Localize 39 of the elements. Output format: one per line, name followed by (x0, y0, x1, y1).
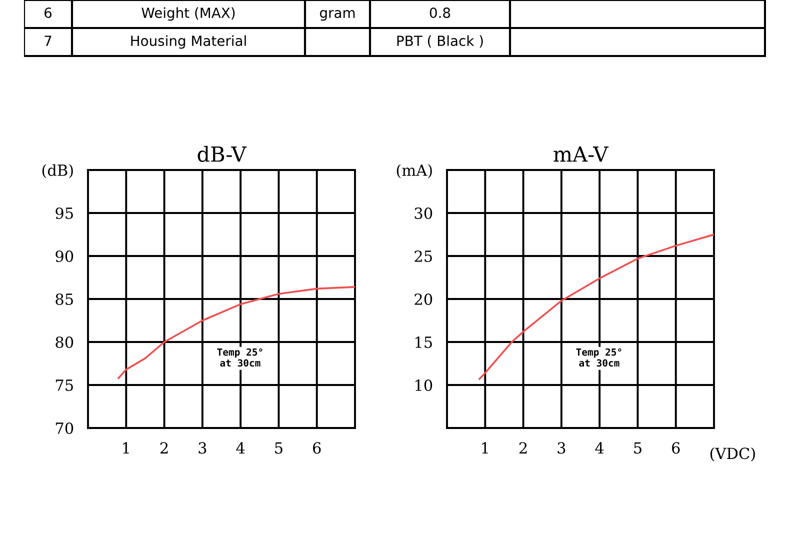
x-tick-label: 1 (482, 442, 488, 454)
y-tick-label: 20 (414, 293, 432, 306)
y-tick-label: 30 (414, 207, 432, 220)
text: 0.8 (430, 8, 450, 18)
x-tick-label: 2 (160, 442, 168, 454)
annotation: Temp 25° at 30cm (217, 348, 262, 367)
y-tick-label: 25 (414, 250, 432, 262)
y-tick-label: 75 (56, 380, 73, 392)
y-tick-label: 90 (56, 250, 74, 262)
y-tick-label: 80 (56, 336, 74, 348)
text: 6 (44, 8, 52, 18)
x-tick-label: 3 (558, 442, 566, 454)
x-tick-label: 6 (313, 442, 321, 454)
y-tick-label: (dB) (42, 164, 73, 178)
x-tick-label: 4 (595, 442, 604, 454)
y-tick-label: (mA) (396, 164, 432, 178)
x-tick-label: 5 (275, 442, 282, 454)
x-axis-title: (VDC) (710, 447, 755, 462)
text: Housing Material (131, 35, 246, 49)
y-tick-label: 70 (56, 422, 74, 434)
y-tick-label: 85 (56, 293, 73, 306)
text: 7 (44, 36, 52, 46)
x-tick-label: 2 (519, 442, 527, 454)
y-tick-label: 10 (416, 379, 432, 392)
y-tick-label: 95 (56, 207, 73, 220)
y-tick-label: 15 (416, 336, 432, 348)
text: Weight (MAX) (142, 7, 235, 21)
chart-title: dB-V (198, 146, 247, 162)
x-tick-label: 5 (634, 442, 642, 454)
x-tick-label: 4 (236, 442, 245, 454)
chart-title: mA-V (554, 146, 608, 162)
text: PBT ( Black ) (397, 35, 483, 48)
annotation: Temp 25° at 30cm (576, 348, 622, 367)
x-tick-label: 3 (198, 442, 206, 454)
text: gram (320, 10, 355, 21)
line-series (118, 286, 355, 380)
line-series (478, 234, 714, 380)
x-tick-label: 1 (123, 442, 129, 454)
x-tick-label: 6 (672, 442, 680, 454)
